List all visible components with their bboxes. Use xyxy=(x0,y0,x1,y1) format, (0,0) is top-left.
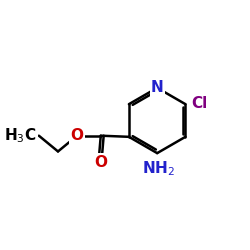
Text: O: O xyxy=(71,128,84,143)
Text: Cl: Cl xyxy=(192,96,208,110)
Text: O: O xyxy=(94,154,107,170)
Text: N: N xyxy=(151,80,164,95)
Text: NH$_2$: NH$_2$ xyxy=(142,160,175,178)
Text: H$_3$C: H$_3$C xyxy=(4,126,36,145)
